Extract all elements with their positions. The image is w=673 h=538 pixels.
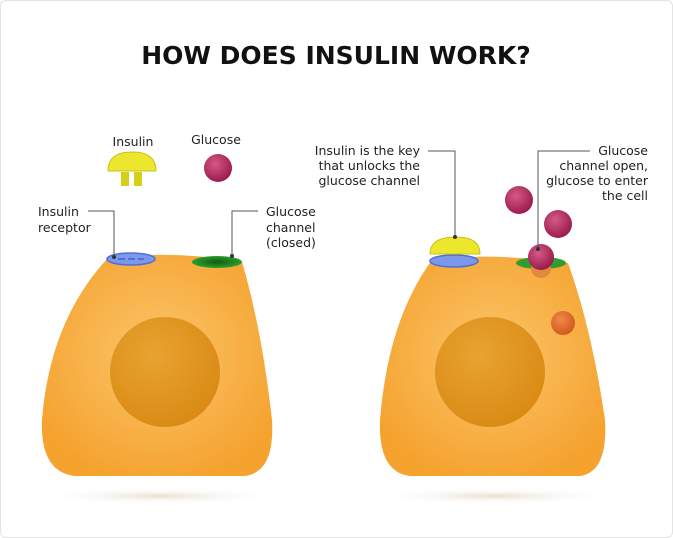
key-label-line2: that unlocks the: [319, 158, 421, 173]
glucose-icon: [204, 154, 232, 182]
insulin-receptor-icon: [429, 254, 479, 268]
key-label-line3: glucose channel: [319, 173, 421, 188]
glucose-icon: [544, 210, 572, 238]
glucose-entering-icon: [528, 244, 554, 270]
glucose-icon: [505, 186, 533, 214]
receptor-label-line1: Insulin: [38, 204, 79, 219]
channel-label-line3: (closed): [266, 235, 316, 250]
glucose-inside-cell-icon: [551, 311, 575, 335]
channel-label-line1: Glucose: [266, 204, 316, 219]
cell-left: [41, 252, 273, 476]
open-label-line3: glucose to enter: [546, 173, 649, 188]
nucleus: [435, 317, 545, 427]
legend-glucose-label: Glucose: [191, 132, 241, 147]
open-label-line2: channel open,: [559, 158, 648, 173]
glucose-channel-closed-icon: [192, 256, 242, 268]
open-label-line1: Glucose: [598, 143, 648, 158]
channel-label-line2: channel: [266, 220, 315, 235]
legend-insulin-label: Insulin: [113, 134, 154, 149]
key-label-line1: Insulin is the key: [315, 143, 421, 158]
bound-insulin-icon: [429, 236, 481, 255]
open-label-line4: the cell: [602, 188, 648, 203]
cell-shadow: [375, 488, 615, 504]
cell-shadow: [40, 488, 280, 504]
cell-right: [379, 186, 606, 476]
receptor-label-line2: receptor: [38, 220, 92, 235]
nucleus: [110, 317, 220, 427]
insulin-icon: [107, 151, 157, 186]
title: HOW DOES INSULIN WORK?: [141, 41, 531, 70]
